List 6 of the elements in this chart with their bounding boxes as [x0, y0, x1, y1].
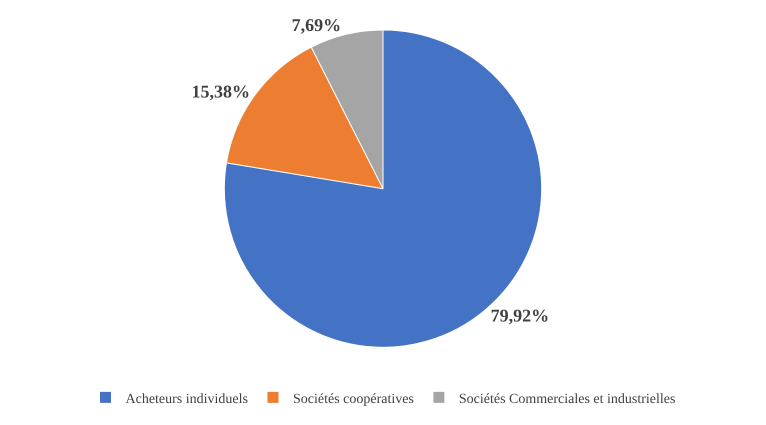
data-label: 79,92% [490, 305, 550, 326]
legend-label: Acheteurs individuels [126, 392, 248, 407]
data-label: 7,69% [292, 14, 342, 35]
legend-label: Sociétés Commerciales et industrielles [458, 392, 676, 407]
legend-label: Sociétés coopératives [292, 392, 414, 407]
data-label: 15,38% [192, 81, 250, 102]
